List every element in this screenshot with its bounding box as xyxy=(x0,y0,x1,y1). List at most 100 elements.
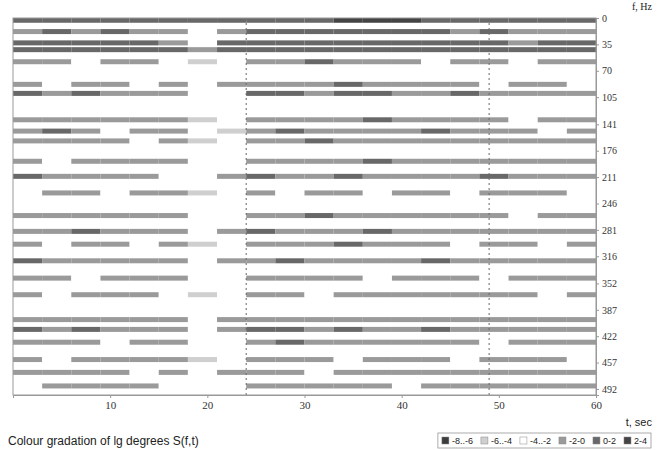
cell xyxy=(13,174,42,179)
cell xyxy=(334,82,363,87)
x-axis: 102030405060 xyxy=(14,395,603,411)
cell xyxy=(71,129,100,134)
cell xyxy=(13,340,42,345)
cell xyxy=(71,276,100,281)
y-tick: 281 xyxy=(596,225,617,236)
cell xyxy=(509,159,538,164)
cell xyxy=(567,129,596,134)
cell xyxy=(479,370,508,375)
y-tick: 105 xyxy=(596,92,617,103)
cell xyxy=(217,82,246,87)
cell xyxy=(305,29,334,34)
cell xyxy=(130,383,159,388)
cell xyxy=(188,229,217,234)
cell xyxy=(71,292,100,297)
cell xyxy=(567,190,596,195)
cell xyxy=(538,59,567,64)
cell xyxy=(217,138,246,143)
cell xyxy=(217,129,246,134)
cell xyxy=(392,292,421,297)
cell xyxy=(392,174,421,179)
cell xyxy=(71,258,100,263)
cell xyxy=(217,357,246,362)
cell xyxy=(334,159,363,164)
cell xyxy=(42,174,71,179)
cell xyxy=(159,317,188,322)
cell xyxy=(246,29,275,34)
cell xyxy=(305,357,334,362)
cell xyxy=(100,242,129,247)
cell xyxy=(130,117,159,122)
cell xyxy=(100,91,129,96)
cell xyxy=(509,138,538,143)
cell xyxy=(334,59,363,64)
cell xyxy=(100,258,129,263)
cell xyxy=(246,91,275,96)
cell xyxy=(42,91,71,96)
cell xyxy=(188,357,217,362)
cell xyxy=(217,117,246,122)
cell xyxy=(450,29,479,34)
cell xyxy=(334,370,363,375)
y-tick-label: 105 xyxy=(602,92,617,103)
cell xyxy=(450,340,479,345)
cell xyxy=(13,159,42,164)
cell xyxy=(246,383,275,388)
cell xyxy=(188,317,217,322)
cell xyxy=(363,59,392,64)
cell xyxy=(130,370,159,375)
cell xyxy=(450,117,479,122)
cell xyxy=(450,276,479,281)
cell xyxy=(450,370,479,375)
cell xyxy=(363,117,392,122)
cell xyxy=(275,357,304,362)
cell xyxy=(363,357,392,362)
cell xyxy=(509,190,538,195)
y-tick-label: 422 xyxy=(602,331,617,342)
cell xyxy=(334,29,363,34)
cell xyxy=(538,174,567,179)
y-tick-label: 316 xyxy=(602,251,617,262)
cell xyxy=(479,229,508,234)
cell xyxy=(421,258,450,263)
cell xyxy=(538,370,567,375)
cell xyxy=(246,317,275,322)
cell xyxy=(450,229,479,234)
y-axis-line xyxy=(597,19,600,396)
cell xyxy=(421,229,450,234)
cell xyxy=(13,190,42,195)
cell xyxy=(567,258,596,263)
cell xyxy=(334,174,363,179)
cell xyxy=(275,82,304,87)
cell xyxy=(246,292,275,297)
cell xyxy=(509,242,538,247)
cell xyxy=(567,82,596,87)
cell xyxy=(130,213,159,218)
y-tick-label: 352 xyxy=(602,278,617,289)
cell xyxy=(392,91,421,96)
cell xyxy=(246,82,275,87)
cell xyxy=(100,229,129,234)
cell xyxy=(305,59,334,64)
cell xyxy=(479,47,508,52)
x-axis-title: t, sec xyxy=(626,416,653,428)
cell xyxy=(130,327,159,332)
cell xyxy=(334,317,363,322)
cell xyxy=(275,292,304,297)
cell xyxy=(275,327,304,332)
cell xyxy=(100,47,129,52)
cell xyxy=(246,357,275,362)
cell xyxy=(479,213,508,218)
cell xyxy=(363,370,392,375)
cell xyxy=(246,229,275,234)
cell xyxy=(305,383,334,388)
legend-swatch xyxy=(593,437,600,444)
cell xyxy=(334,138,363,143)
cell xyxy=(188,47,217,52)
cell xyxy=(159,190,188,195)
cell xyxy=(450,18,479,23)
cell xyxy=(130,159,159,164)
cell xyxy=(71,317,100,322)
cell xyxy=(188,138,217,143)
cell xyxy=(509,117,538,122)
